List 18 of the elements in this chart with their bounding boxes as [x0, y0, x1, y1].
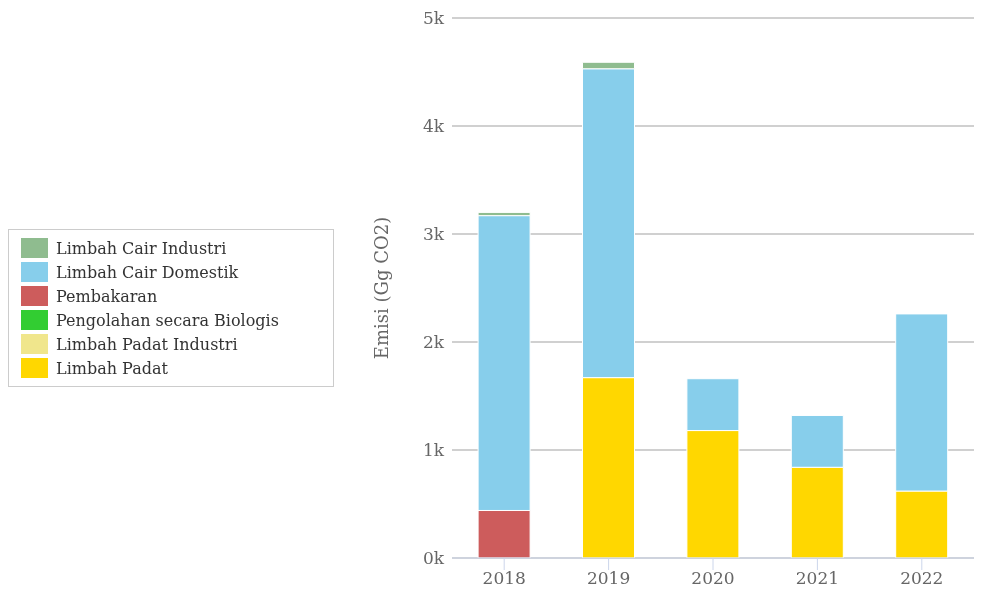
y-tick-label: 0k	[422, 548, 445, 569]
y-tick-label: 1k	[422, 440, 445, 461]
y-tick-label: 5k	[422, 8, 445, 29]
legend-label: Limbah Cair Industri	[56, 238, 227, 258]
x-tick-label: 2020	[691, 568, 735, 589]
x-tick-label: 2019	[586, 568, 631, 589]
legend-label: Limbah Cair Domestik	[56, 262, 239, 282]
y-tick-label: 2k	[422, 332, 445, 353]
legend-label: Pengolahan secara Biologis	[56, 310, 279, 330]
x-tick-label: 2018	[482, 568, 526, 589]
y-tick-label: 3k	[422, 224, 445, 245]
x-tick-label: 2022	[900, 568, 944, 589]
legend-label: Limbah Padat Industri	[56, 334, 238, 354]
y-axis-title: Emisi (Gg CO2)	[371, 216, 393, 360]
legend-label: Pembakaran	[56, 286, 158, 306]
legend-label: Limbah Padat	[56, 358, 168, 378]
y-tick-label: 4k	[422, 116, 445, 137]
x-tick-label: 2021	[795, 568, 840, 589]
